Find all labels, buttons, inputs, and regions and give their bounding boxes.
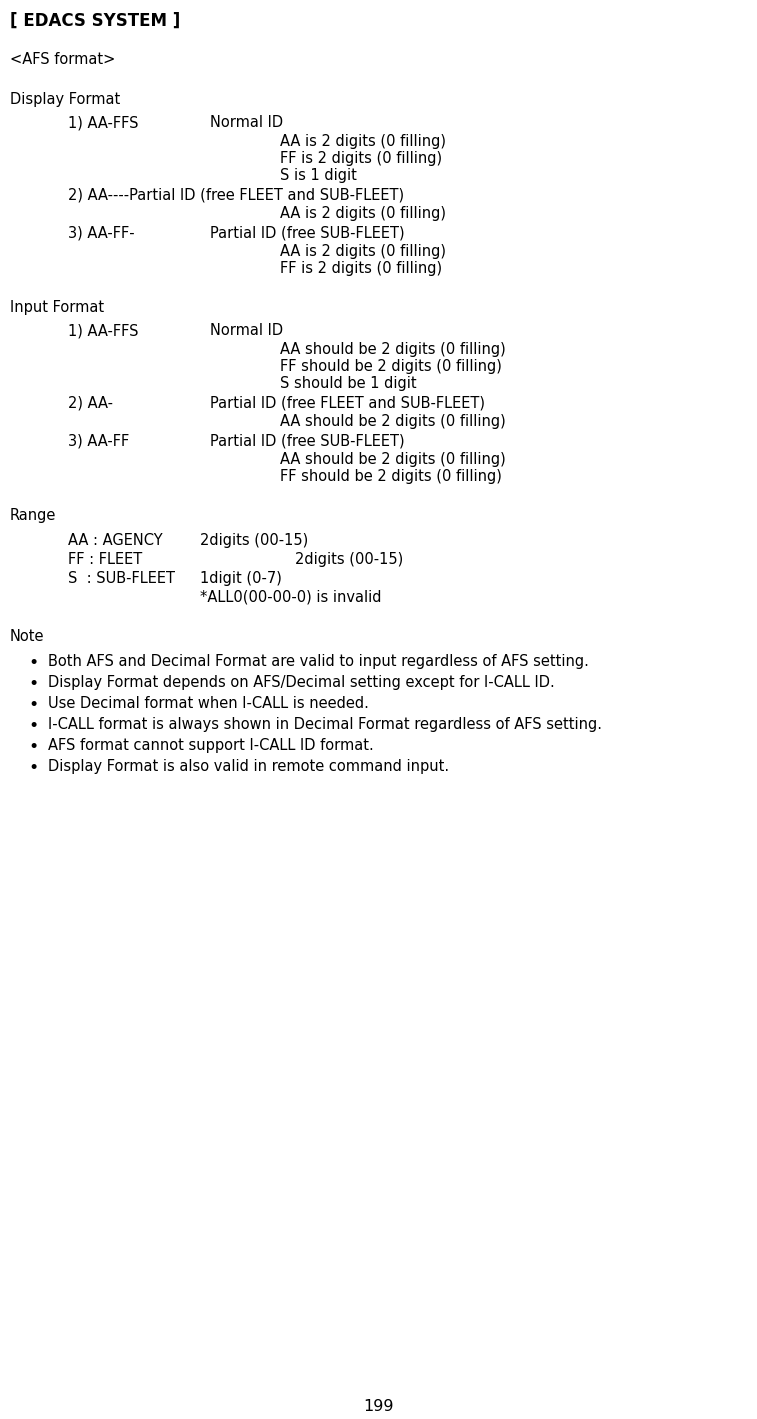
Text: Both AFS and Decimal Format are valid to input regardless of AFS setting.: Both AFS and Decimal Format are valid to… — [48, 654, 589, 668]
Text: 2digits (00-15): 2digits (00-15) — [295, 552, 403, 568]
Text: Normal ID: Normal ID — [210, 324, 283, 338]
Text: FF should be 2 digits (0 filling): FF should be 2 digits (0 filling) — [280, 359, 502, 375]
Text: 3) AA-FF-: 3) AA-FF- — [68, 226, 135, 240]
Text: FF should be 2 digits (0 filling): FF should be 2 digits (0 filling) — [280, 470, 502, 484]
Text: AA should be 2 digits (0 filling): AA should be 2 digits (0 filling) — [280, 342, 506, 358]
Text: AA should be 2 digits (0 filling): AA should be 2 digits (0 filling) — [280, 453, 506, 467]
Text: I-CALL format is always shown in Decimal Format regardless of AFS setting.: I-CALL format is always shown in Decimal… — [48, 717, 602, 732]
Text: •: • — [28, 675, 39, 692]
Text: AA should be 2 digits (0 filling): AA should be 2 digits (0 filling) — [280, 414, 506, 429]
Text: 1) AA-FFS: 1) AA-FFS — [68, 115, 139, 131]
Text: AA is 2 digits (0 filling): AA is 2 digits (0 filling) — [280, 206, 446, 221]
Text: •: • — [28, 654, 39, 673]
Text: Partial ID (free SUB-FLEET): Partial ID (free SUB-FLEET) — [210, 433, 405, 448]
Text: S should be 1 digit: S should be 1 digit — [280, 376, 416, 392]
Text: *ALL0(00-00-0) is invalid: *ALL0(00-00-0) is invalid — [200, 590, 382, 604]
Text: AA is 2 digits (0 filling): AA is 2 digits (0 filling) — [280, 133, 446, 149]
Text: 2) AA-: 2) AA- — [68, 394, 113, 410]
Text: Partial ID (free SUB-FLEET): Partial ID (free SUB-FLEET) — [210, 226, 405, 240]
Text: 1) AA-FFS: 1) AA-FFS — [68, 324, 139, 338]
Text: 2) AA----Partial ID (free FLEET and SUB-FLEET): 2) AA----Partial ID (free FLEET and SUB-… — [68, 187, 404, 201]
Text: <AFS format>: <AFS format> — [10, 53, 115, 67]
Text: 3) AA-FF: 3) AA-FF — [68, 433, 129, 448]
Text: FF : FLEET: FF : FLEET — [68, 552, 142, 568]
Text: Normal ID: Normal ID — [210, 115, 283, 131]
Text: 2digits (00-15): 2digits (00-15) — [200, 534, 308, 548]
Text: 199: 199 — [363, 1399, 394, 1413]
Text: S  : SUB-FLEET: S : SUB-FLEET — [68, 570, 175, 586]
Text: Note: Note — [10, 629, 45, 644]
Text: Partial ID (free FLEET and SUB-FLEET): Partial ID (free FLEET and SUB-FLEET) — [210, 394, 485, 410]
Text: S is 1 digit: S is 1 digit — [280, 167, 357, 183]
Text: Display Format: Display Format — [10, 92, 120, 106]
Text: AFS format cannot support I-CALL ID format.: AFS format cannot support I-CALL ID form… — [48, 738, 374, 753]
Text: 1digit (0-7): 1digit (0-7) — [200, 570, 282, 586]
Text: Range: Range — [10, 508, 56, 524]
Text: Input Format: Input Format — [10, 299, 104, 315]
Text: AA : AGENCY: AA : AGENCY — [68, 534, 163, 548]
Text: •: • — [28, 695, 39, 714]
Text: [ EDACS SYSTEM ]: [ EDACS SYSTEM ] — [10, 11, 180, 30]
Text: FF is 2 digits (0 filling): FF is 2 digits (0 filling) — [280, 261, 442, 277]
Text: •: • — [28, 759, 39, 778]
Text: Display Format is also valid in remote command input.: Display Format is also valid in remote c… — [48, 759, 449, 773]
Text: AA is 2 digits (0 filling): AA is 2 digits (0 filling) — [280, 244, 446, 260]
Text: Display Format depends on AFS/Decimal setting except for I-CALL ID.: Display Format depends on AFS/Decimal se… — [48, 675, 555, 690]
Text: •: • — [28, 717, 39, 735]
Text: Use Decimal format when I-CALL is needed.: Use Decimal format when I-CALL is needed… — [48, 695, 369, 711]
Text: •: • — [28, 738, 39, 756]
Text: FF is 2 digits (0 filling): FF is 2 digits (0 filling) — [280, 150, 442, 166]
